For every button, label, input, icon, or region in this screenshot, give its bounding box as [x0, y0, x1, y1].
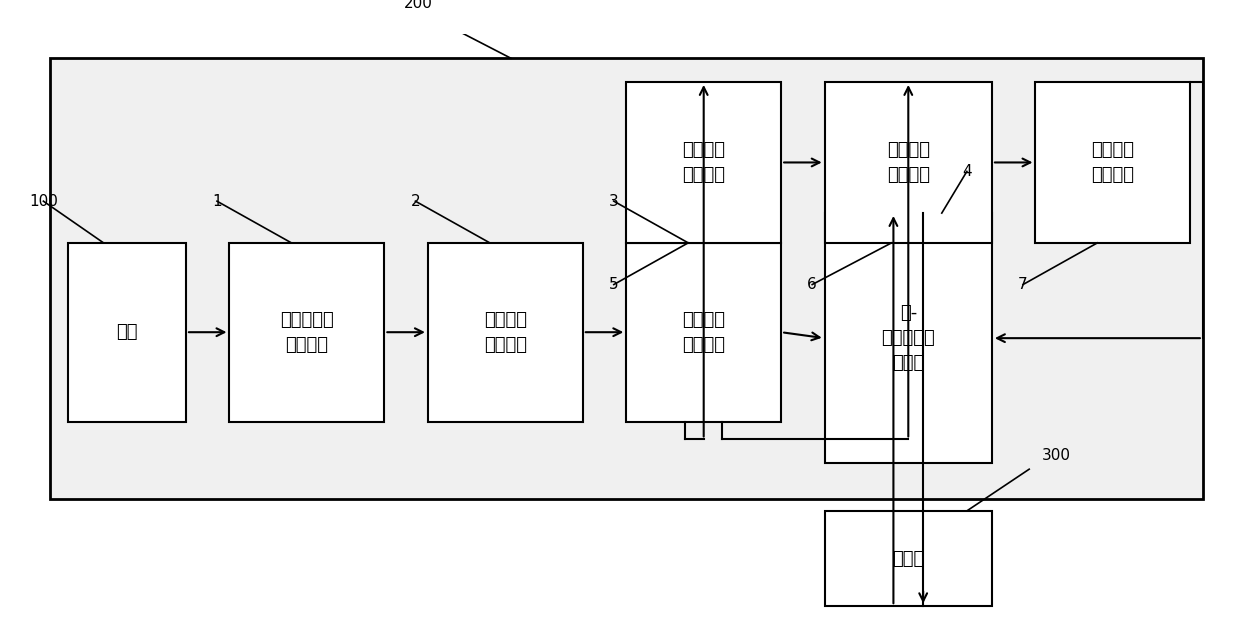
Bar	[1035, 82, 1190, 243]
Text: 5: 5	[609, 277, 619, 292]
Bar	[229, 243, 384, 421]
Bar	[825, 213, 992, 463]
Bar	[50, 58, 1203, 499]
Text: 4: 4	[962, 164, 972, 179]
Bar	[428, 243, 583, 421]
Bar	[825, 511, 992, 606]
Bar	[68, 243, 186, 421]
Bar	[825, 82, 992, 243]
Text: 3: 3	[609, 193, 619, 209]
Text: 用户端: 用户端	[892, 549, 925, 568]
Bar	[626, 82, 781, 243]
Text: 车辆: 车辆	[117, 323, 138, 341]
Text: 历史业务
视图模块: 历史业务 视图模块	[682, 141, 725, 184]
Text: 1: 1	[212, 193, 222, 209]
Text: 7: 7	[1018, 277, 1028, 292]
Bar	[626, 243, 781, 421]
Text: 汇聚处理
服务模块: 汇聚处理 服务模块	[887, 141, 930, 184]
Text: 云-
应用数据交
互模块: 云- 应用数据交 互模块	[882, 304, 935, 372]
Text: 业务服务
视图模块: 业务服务 视图模块	[1091, 141, 1135, 184]
Text: 实时业务
视图模块: 实时业务 视图模块	[682, 311, 725, 353]
Text: 200: 200	[404, 0, 433, 11]
Text: 100: 100	[29, 193, 58, 209]
Text: 车联网核心
服务模块: 车联网核心 服务模块	[280, 311, 334, 353]
Text: 2: 2	[410, 193, 420, 209]
Text: 实时数据
分析模块: 实时数据 分析模块	[484, 311, 527, 353]
Text: 300: 300	[1042, 448, 1070, 463]
Text: 6: 6	[807, 277, 817, 292]
